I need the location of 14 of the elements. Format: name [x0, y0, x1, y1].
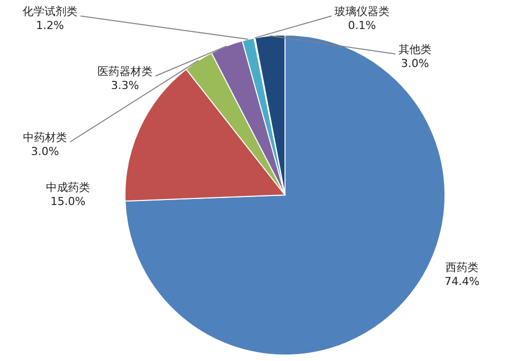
slice-label: 中成药类 [46, 181, 90, 194]
data-label: 3.0% [401, 57, 429, 70]
data-label: 0.1% [348, 19, 376, 32]
data-label: 74.4% [444, 275, 480, 288]
slice-label: 西药类 [446, 261, 478, 274]
data-label: 3.0% [31, 145, 59, 158]
slice-label: 其他类 [398, 43, 432, 56]
slice-label: 化学试剂类 [22, 5, 78, 18]
data-label: 1.2% [36, 19, 64, 32]
data-label: 3.3% [111, 79, 139, 92]
slice-label: 中药材类 [23, 131, 67, 144]
data-label: 15.0% [50, 195, 86, 208]
slice-label: 玻璃仪器类 [334, 5, 390, 18]
slice-label: 医药器材类 [98, 65, 152, 78]
